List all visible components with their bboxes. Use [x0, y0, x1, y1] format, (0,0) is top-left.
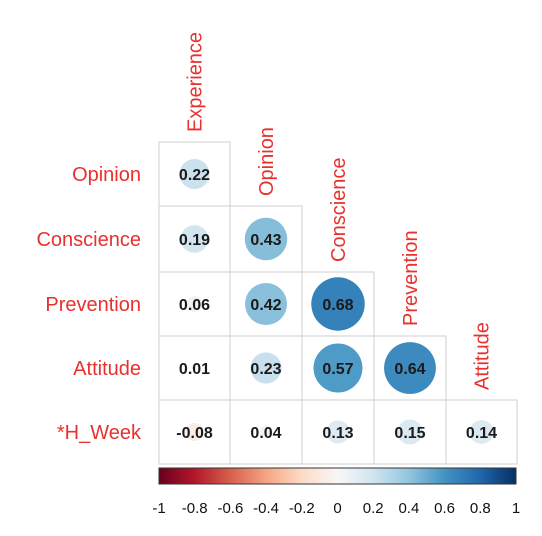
colorbar-tick-label: -1 [152, 500, 165, 517]
colorbar-tick-label: 0.6 [434, 500, 455, 517]
row-label: Attitude [73, 358, 141, 380]
cell-value-label: 0.14 [466, 425, 497, 442]
colorbar-tick-label: 0.4 [398, 500, 419, 517]
colorbar-tick-label: 0 [333, 500, 341, 517]
cell-value-label: 0.43 [250, 232, 281, 249]
column-label: Opinion [256, 127, 278, 196]
column-labels: Experience Opinion Conscience Prevention Att… [185, 32, 494, 390]
correlation-circle [185, 422, 204, 442]
cell-value-label: 0.57 [322, 361, 353, 378]
cell-values: 0.22 0.19 0.43 0.06 0.42 0.68 0.01 0.23 0.57 0.64… [176, 167, 497, 442]
correlation-circle [244, 217, 288, 261]
correlation-circle [313, 343, 363, 393]
colorbar-tick-label: -0.2 [289, 500, 315, 517]
correlation-circle [384, 342, 436, 394]
cell-value-label: 0.22 [179, 167, 210, 184]
cell-value-label: 0.04 [250, 425, 281, 442]
correlation-circle [191, 364, 198, 372]
correlation-circle [311, 277, 365, 331]
colorbar-gradient [158, 467, 517, 485]
row-label: *H_Week [57, 422, 142, 444]
correlation-circle [259, 425, 273, 439]
correlation-circle [180, 225, 209, 253]
cell-value-label: 0.06 [179, 297, 210, 314]
cell-value-label: 0.15 [394, 425, 425, 442]
cell-value-label: 0.01 [179, 361, 210, 378]
row-label: Prevention [45, 294, 141, 316]
colorbar-ticks: -1 -0.8 -0.6 -0.4 -0.2 0 0.2 0.4 0.6 0.8 1 [152, 500, 520, 517]
correlation-circle [186, 296, 203, 312]
heatmap-cell [373, 399, 447, 465]
correlation-circle [250, 352, 282, 384]
colorbar-tick-label: 1 [512, 500, 520, 517]
colorbar-tick-label: 0.8 [470, 500, 491, 517]
row-labels: Opinion Conscience Prevention Attitude *H_We… [36, 164, 142, 444]
correlation-circle [469, 420, 494, 444]
column-label: Experience [185, 32, 207, 132]
cell-value-label: 0.42 [250, 297, 281, 314]
heatmap-cell [445, 399, 518, 465]
correlation-circles [179, 159, 494, 445]
cell-value-label: 0.23 [250, 361, 281, 378]
cell-value-label: 0.64 [394, 361, 425, 378]
colorbar-tick-label: -0.6 [217, 500, 243, 517]
colorbar-tick-label: 0.2 [363, 500, 384, 517]
column-label: Conscience [328, 157, 350, 262]
cell-value-label: 0.13 [322, 425, 353, 442]
cell-value-label: 0.19 [179, 232, 210, 249]
correlation-circle [397, 419, 423, 445]
row-label: Conscience [36, 229, 141, 251]
correlation-circle [179, 159, 210, 189]
correlation-circle [326, 420, 350, 444]
correlation-circle [245, 283, 287, 325]
cell-value-label: 0.68 [322, 297, 353, 314]
column-label: Prevention [400, 230, 422, 326]
colorbar-tick-label: -0.4 [253, 500, 279, 517]
colorbar [158, 467, 517, 485]
cell-value-label: -0.08 [176, 425, 213, 442]
row-label: Opinion [72, 164, 141, 186]
column-label: Attitude [472, 322, 494, 390]
heatmap-cell [229, 335, 303, 401]
colorbar-tick-label: -0.8 [182, 500, 208, 517]
